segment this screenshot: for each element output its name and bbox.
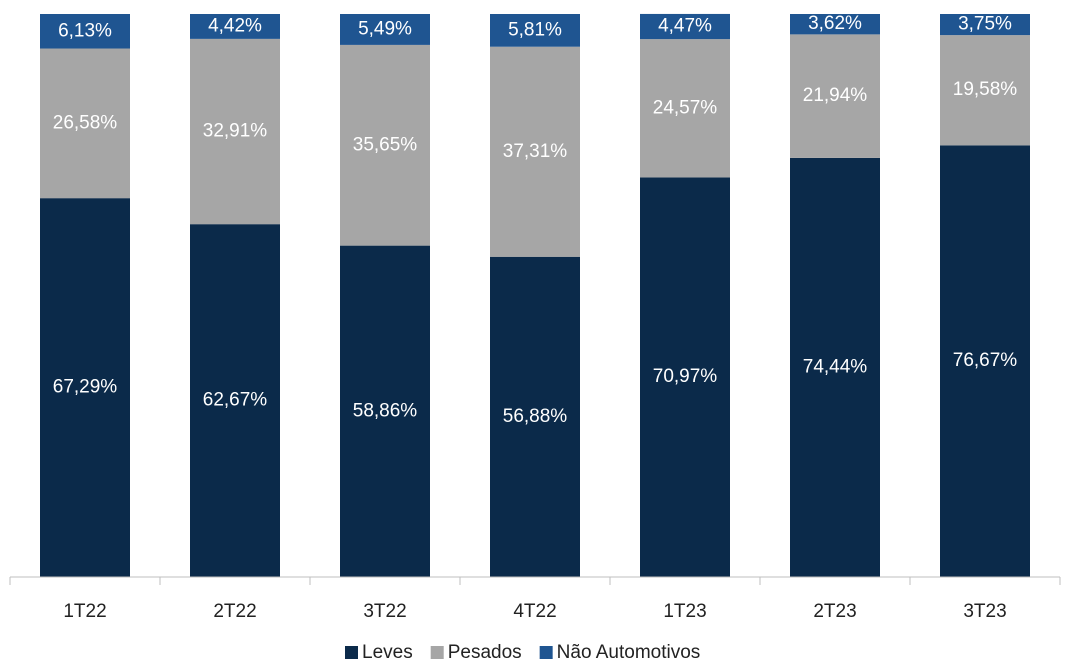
data-label: 74,44% [803, 356, 868, 377]
data-label: 32,91% [203, 121, 268, 142]
bar-segment [940, 145, 1030, 577]
bar-segment [790, 157, 880, 577]
data-label: 19,58% [953, 79, 1018, 100]
data-label: 5,49% [358, 18, 412, 39]
data-label: 3,62% [808, 13, 862, 34]
bar-segment [40, 14, 130, 49]
data-label: 76,67% [953, 350, 1018, 371]
data-label: 35,65% [353, 134, 418, 155]
data-label: 56,88% [503, 406, 568, 427]
data-label: 5,81% [508, 19, 562, 40]
x-tick-label: 3T22 [363, 601, 406, 622]
data-label: 58,86% [353, 400, 418, 421]
x-tick-label: 4T22 [513, 601, 556, 622]
data-label: 26,58% [53, 112, 118, 133]
legend-label: Não Automotivos [557, 642, 701, 663]
bar-segment [340, 245, 430, 577]
data-label: 3,75% [958, 14, 1012, 35]
legend-swatch [430, 646, 444, 659]
data-label: 37,31% [503, 141, 568, 162]
x-tick-label: 1T23 [663, 601, 706, 622]
data-label: 4,47% [658, 16, 712, 37]
bar-segment [190, 38, 280, 225]
bar-segment [790, 14, 880, 35]
data-label: 4,42% [208, 15, 262, 36]
legend-swatch [539, 646, 553, 659]
data-label: 6,13% [58, 20, 112, 41]
bar-segment [640, 177, 730, 577]
bar-segment [640, 39, 730, 178]
data-label: 24,57% [653, 97, 718, 118]
bar-segment [340, 14, 430, 45]
bar-segment [790, 34, 880, 158]
bar-segment [640, 13, 730, 40]
bar-segment [490, 14, 580, 47]
legend-swatch [345, 646, 358, 659]
data-label: 62,67% [203, 390, 268, 411]
bar-segment [490, 46, 580, 257]
bar-segment [190, 224, 280, 577]
x-tick-label: 1T22 [63, 601, 106, 622]
bar-segment [940, 14, 1030, 36]
data-label: 67,29% [53, 377, 118, 398]
bar-segment [940, 35, 1030, 146]
data-label: 70,97% [653, 366, 718, 387]
x-tick-label: 2T23 [813, 601, 856, 622]
legend-label: Pesados [448, 642, 522, 663]
x-tick-label: 2T22 [213, 601, 256, 622]
legend-label: Leves [362, 642, 413, 663]
bar-segment [40, 198, 130, 578]
bar-segment [490, 256, 580, 577]
bar-segment [40, 48, 130, 199]
data-label: 21,94% [803, 85, 868, 106]
x-tick-label: 3T23 [963, 601, 1006, 622]
bar-segment [190, 14, 280, 39]
bar-segment [340, 44, 430, 246]
